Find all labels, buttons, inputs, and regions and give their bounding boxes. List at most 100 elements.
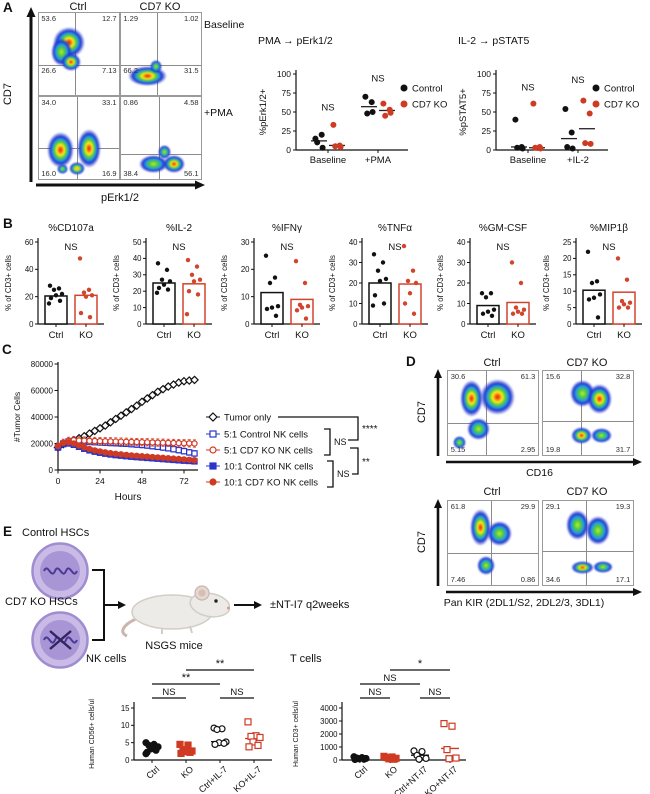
series-CD7 KO [529,97,595,152]
svg-text:Control: Control [412,84,443,95]
svg-text:20: 20 [25,292,34,301]
flow-a-col-header-ctrl: Ctrl [69,1,87,13]
svg-text:Ctrl: Ctrl [352,764,369,781]
svg-text:KO: KO [179,764,195,780]
flow-d2-header-ctrl: Ctrl [483,486,501,498]
quadrant-value: 38.4 [123,168,138,178]
density-blob [480,379,515,415]
svg-text:Ctrl: Ctrl [373,330,388,341]
svg-text:KO: KO [187,330,201,341]
svg-text:Ctrl+IL-7: Ctrl+IL-7 [197,764,230,794]
quadrant-value: 16.0 [41,168,56,178]
svg-text:50: 50 [282,107,292,117]
svg-text:0: 0 [125,756,130,765]
series-CD7 KO [329,100,395,150]
perk-x-axis-arrow [36,180,205,190]
svg-text:**: ** [362,457,370,468]
svg-text:10: 10 [563,287,572,296]
quadrant-value: 56.1 [184,168,199,178]
gmcsf-bar-chart: %GM-CSF 0 10 20 30 40 % of CD3+ cells NS Ctrl KO [436,223,536,341]
cd7-y-axis-arrow [26,7,36,182]
quadrant-value: 1.29 [123,13,138,23]
svg-text:50: 50 [482,107,492,117]
svg-text:*: * [418,658,423,670]
quadrant-value: 31.5 [184,66,199,76]
svg-text:Ctrl: Ctrl [157,330,172,341]
svg-text:CD7 KO: CD7 KO [604,100,639,111]
density-blob [593,561,614,574]
panel-b-label: B [3,216,13,231]
svg-text:30: 30 [457,258,466,267]
d2-x-axis-arrow [446,588,642,596]
svg-text:NS: NS [496,242,509,253]
panel-e-label: E [3,524,13,539]
panel-c-label: C [2,342,12,357]
flow-plot-d-cd16-ko: 15.6 32.8 19.8 31.7 [542,370,634,456]
svg-text:%TNFα: %TNFα [378,223,412,234]
density-blob [157,144,171,160]
svg-text:100: 100 [277,69,291,79]
quadrant-value: 61.3 [520,371,536,381]
quadrant-value: 53.6 [41,13,56,23]
svg-text:15: 15 [121,704,130,713]
svg-text:%IL-2: %IL-2 [166,223,193,234]
svg-text:25: 25 [282,126,292,136]
flow-a-y-axis-label: CD7 [2,83,14,106]
svg-text:NS: NS [428,687,441,698]
svg-text:5:1 Control NK cells: 5:1 Control NK cells [224,430,308,441]
svg-text:NK cells: NK cells [86,653,127,665]
svg-text:40: 40 [349,238,358,247]
flow-plot-a-ko-pma: 0.86 4.58 38.4 56.1 [120,96,202,180]
flow-plot-a-ctrl-pma: 34.0 33.1 16.0 16.9 [38,96,120,180]
svg-text:40: 40 [133,254,142,263]
svg-text:5: 5 [567,303,572,312]
svg-text:KO: KO [295,330,309,341]
quadrant-value: 5.15 [450,444,466,454]
svg-text:10: 10 [121,721,130,730]
svg-text:24: 24 [95,476,105,486]
flow-a-x-axis-label: pErk1/2 [101,192,139,204]
density-blob [469,508,492,546]
group-Ctrl [350,753,370,764]
svg-text:% of CD3+ cells: % of CD3+ cells [220,255,229,311]
series-10:1 CD7 KO NK cells [54,438,198,464]
svg-text:IL-2 → pSTAT5: IL-2 → pSTAT5 [458,35,530,47]
svg-text:4000: 4000 [320,704,338,713]
svg-text:NS: NS [571,75,584,86]
treatment-arrow [234,601,262,609]
svg-text:100: 100 [477,69,491,79]
svg-text:15: 15 [563,271,572,280]
svg-text:KO+IL-7: KO+IL-7 [232,764,264,794]
flow-d1-header-ctrl: Ctrl [483,357,501,369]
svg-text:NS: NS [602,242,615,253]
svg-text:Tumor only: Tumor only [224,413,271,424]
svg-text:Human CD3+ cells/ul: Human CD3+ cells/ul [293,701,300,767]
svg-text:60: 60 [25,238,34,247]
group-KO [176,740,196,758]
hsc-bracket-arrow [92,569,126,641]
svg-text:20: 20 [457,279,466,288]
svg-text:%CD107a: %CD107a [48,223,94,234]
row-label-pma: +PMA [204,107,233,119]
quadrant-value: 66.2 [123,66,138,76]
quadrant-value: 0.86 [123,97,138,107]
density-blob [476,556,495,575]
flow-plot-a-ctrl-baseline: 53.6 12.7 26.6 7.13 [38,12,120,96]
svg-text:NS: NS [321,102,334,113]
series-Control [511,105,577,152]
svg-text:20000: 20000 [31,439,54,448]
svg-text:KO: KO [79,330,93,341]
quadrant-value: 34.0 [41,97,56,107]
svg-text:NS: NS [521,83,534,94]
d1-y-axis-arrow [434,369,442,456]
svg-text:40: 40 [457,238,466,247]
svg-text:T cells: T cells [290,653,322,665]
svg-text:30: 30 [349,258,358,267]
density-blob [565,510,589,541]
svg-text:Ctrl: Ctrl [144,764,161,781]
svg-text:25: 25 [482,126,492,136]
series-Control [311,93,377,151]
svg-text:NS: NS [383,673,396,684]
quadrant-value: 12.7 [102,13,117,23]
d2-y-axis-arrow [434,499,442,586]
